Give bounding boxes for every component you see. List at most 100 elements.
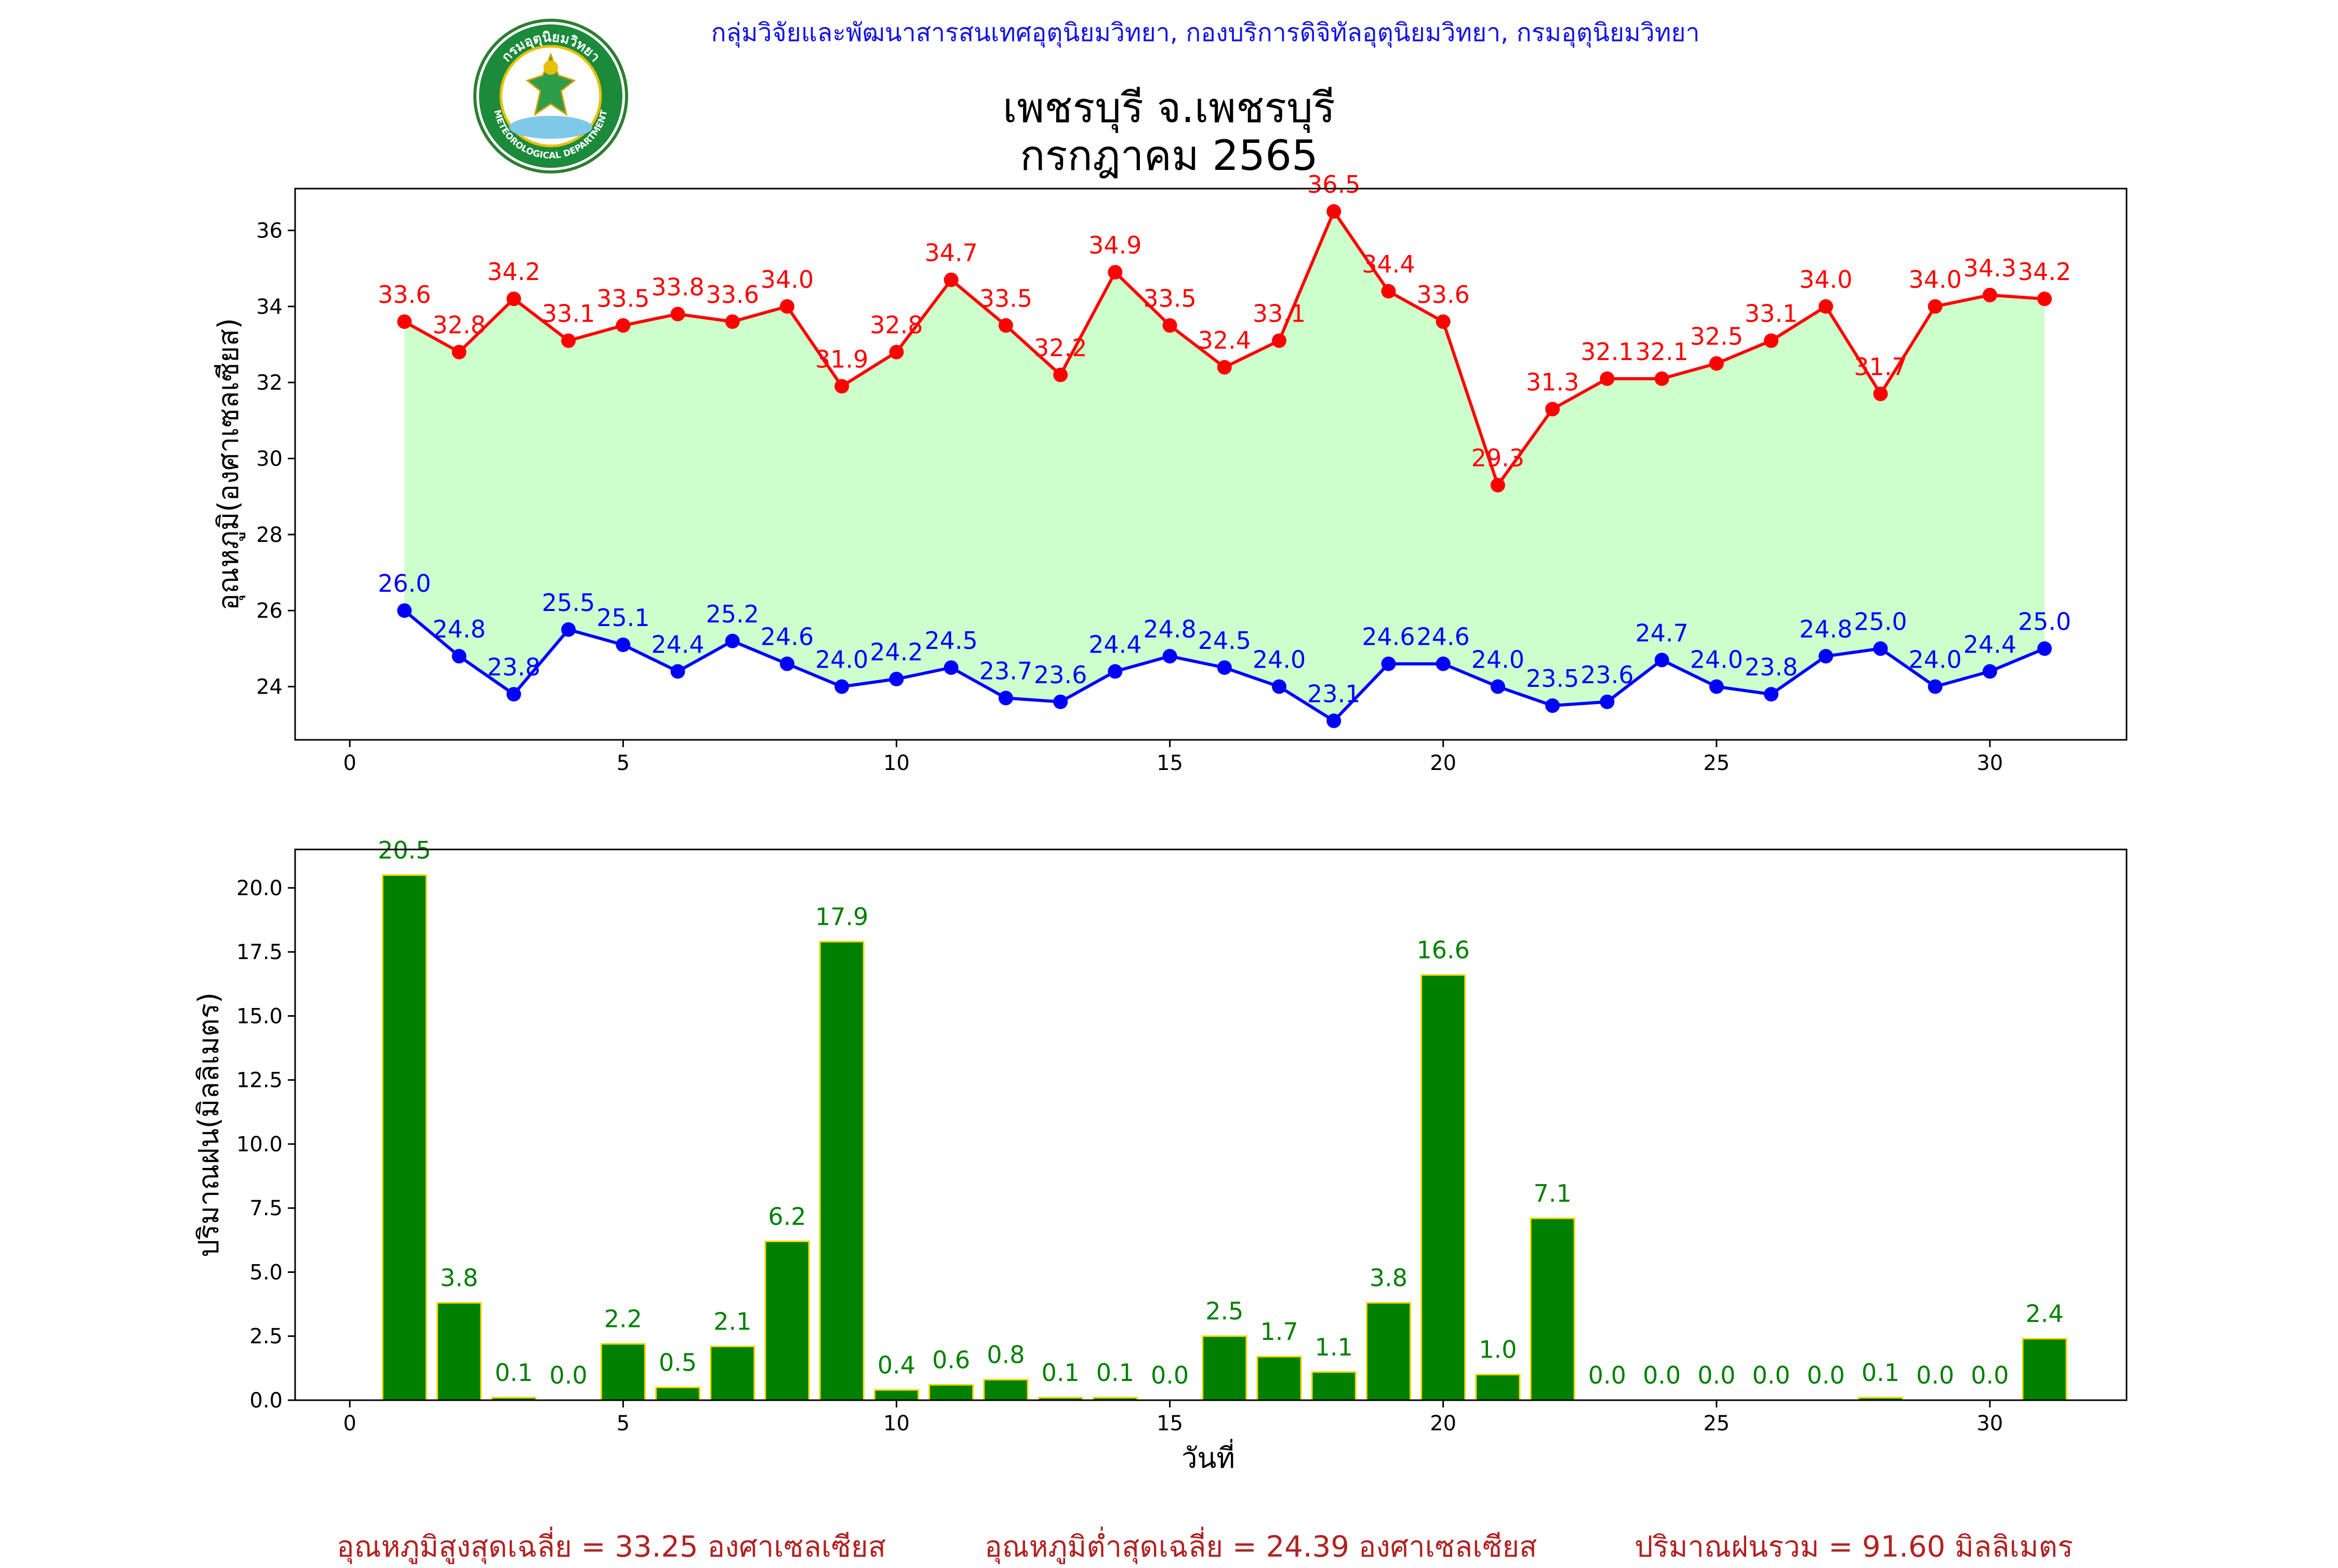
max-temp-data-label: 33.5 bbox=[596, 284, 649, 312]
rain-bar bbox=[1420, 974, 1466, 1401]
rain-y-tick-label: 12.5 bbox=[236, 1069, 283, 1093]
rain-data-label: 0.4 bbox=[878, 1351, 915, 1379]
max-temp-data-label: 33.6 bbox=[378, 281, 431, 309]
rain-bar bbox=[1475, 1374, 1521, 1401]
rain-data-label: 6.2 bbox=[768, 1202, 806, 1230]
max-temp-point bbox=[616, 318, 631, 333]
rain-bar bbox=[1202, 1335, 1247, 1401]
avg-max-temperature: อุณหภูมิสูงสุดเฉลี่ย = 33.25 องศาเซลเซีย… bbox=[337, 1530, 886, 1564]
temp-x-tick-label: 5 bbox=[617, 751, 630, 775]
max-temp-point bbox=[725, 314, 740, 329]
total-rainfall: ปริมาณฝนรวม = 91.60 มิลลิเมตร bbox=[1635, 1530, 2074, 1564]
min-temp-point bbox=[1326, 713, 1341, 728]
max-temp-data-label: 34.3 bbox=[1963, 254, 2016, 282]
min-temp-data-label: 25.0 bbox=[2018, 607, 2071, 635]
min-temp-point bbox=[1162, 649, 1177, 664]
min-temp-point bbox=[1490, 679, 1505, 694]
max-temp-data-label: 31.9 bbox=[815, 345, 868, 373]
min-temp-point bbox=[1600, 694, 1615, 709]
max-temp-point bbox=[1818, 299, 1834, 314]
max-temp-data-label: 32.1 bbox=[1580, 338, 1633, 366]
rain-x-tick-label: 20 bbox=[1430, 1412, 1456, 1436]
max-temp-data-label: 34.0 bbox=[1799, 265, 1852, 294]
min-temp-point bbox=[1873, 641, 1888, 656]
min-temp-point bbox=[1818, 649, 1834, 664]
max-temp-data-label: 32.8 bbox=[432, 311, 485, 339]
temp-x-tick-label: 15 bbox=[1157, 751, 1183, 775]
min-temp-data-label: 24.4 bbox=[651, 630, 704, 658]
min-temp-data-label: 24.7 bbox=[1635, 619, 1688, 647]
rain-bar bbox=[1365, 1302, 1412, 1401]
min-temp-data-label: 24.0 bbox=[1690, 646, 1743, 674]
rain-x-tick-label: 0 bbox=[343, 1412, 356, 1436]
rain-x-tick-label: 15 bbox=[1157, 1412, 1183, 1436]
max-temp-data-label: 32.4 bbox=[1198, 326, 1251, 354]
min-temp-data-label: 23.8 bbox=[487, 653, 540, 681]
max-temp-point bbox=[834, 379, 849, 394]
max-temp-data-label: 32.1 bbox=[1635, 338, 1688, 366]
rain-data-label: 1.7 bbox=[1260, 1318, 1298, 1346]
min-temp-data-label: 24.6 bbox=[1362, 623, 1415, 651]
rain-x-tick-label: 25 bbox=[1703, 1412, 1730, 1436]
min-temp-point bbox=[1053, 694, 1068, 709]
max-temp-data-label: 34.4 bbox=[1362, 250, 1415, 278]
rain-bar bbox=[381, 874, 428, 1401]
rain-y-tick-label: 20.0 bbox=[236, 876, 283, 900]
min-temp-point bbox=[616, 637, 631, 653]
temp-y-tick-label: 34 bbox=[256, 295, 283, 319]
rain-data-label: 1.1 bbox=[1315, 1333, 1353, 1361]
rain-data-label: 7.1 bbox=[1534, 1179, 1572, 1207]
min-temp-point bbox=[1545, 698, 1560, 713]
temp-y-tick-label: 26 bbox=[256, 599, 283, 623]
min-temp-point bbox=[2037, 641, 2052, 656]
rain-data-label: 0.5 bbox=[659, 1348, 697, 1376]
max-temp-data-label: 33.1 bbox=[1253, 300, 1306, 328]
rain-data-label: 16.6 bbox=[1416, 936, 1469, 964]
min-temp-data-label: 24.0 bbox=[1909, 646, 1962, 674]
min-temp-data-label: 26.0 bbox=[378, 569, 431, 597]
min-temp-point bbox=[670, 664, 685, 679]
temp-x-tick-label: 30 bbox=[1976, 751, 2003, 775]
min-temp-data-label: 24.8 bbox=[1799, 615, 1852, 643]
rain-data-label: 0.0 bbox=[1588, 1361, 1626, 1389]
rain-bar bbox=[2022, 1338, 2067, 1401]
rain-y-tick-label: 0.0 bbox=[249, 1389, 283, 1413]
temp-y-tick-label: 30 bbox=[256, 447, 283, 471]
max-temp-data-label: 32.2 bbox=[1034, 334, 1087, 362]
min-temp-data-label: 23.6 bbox=[1034, 661, 1087, 689]
max-temp-data-label: 33.5 bbox=[1143, 284, 1196, 312]
max-temp-point bbox=[670, 307, 685, 322]
max-temp-point bbox=[1326, 204, 1341, 219]
rain-x-tick-label: 30 bbox=[1976, 1412, 2003, 1436]
rain-x-tick-label: 10 bbox=[883, 1412, 910, 1436]
rain-bar bbox=[1256, 1356, 1302, 1401]
max-temp-point bbox=[889, 344, 904, 360]
min-temp-data-label: 24.4 bbox=[1963, 630, 2016, 658]
min-temp-point bbox=[1436, 656, 1451, 671]
rain-data-label: 0.1 bbox=[1042, 1359, 1080, 1387]
rain-data-label: 3.8 bbox=[440, 1264, 478, 1292]
tmd-logo: กรมอุตุนิยมวิทยา METEOROLOGICAL DEPARTME… bbox=[473, 19, 628, 174]
max-temp-point bbox=[1162, 318, 1177, 333]
min-temp-point bbox=[834, 679, 849, 694]
rain-bar bbox=[436, 1302, 482, 1401]
max-temp-point bbox=[1053, 367, 1068, 382]
temp-y-axis-label: อุณหภูมิ(องศาเซลเซียส) bbox=[212, 318, 246, 610]
max-temp-point bbox=[451, 344, 467, 360]
rain-bar bbox=[819, 940, 865, 1401]
rain-x-axis-label: วันที่ bbox=[1181, 1439, 1235, 1474]
organization-text: กลุ่มวิจัยและพัฒนาสารสนเทศอุตุนิยมวิทยา,… bbox=[711, 18, 1700, 47]
max-temp-point bbox=[1873, 387, 1888, 402]
temp-y-tick-label: 32 bbox=[256, 371, 283, 395]
max-temp-point bbox=[1709, 356, 1724, 371]
min-temp-point bbox=[889, 671, 904, 686]
min-temp-data-label: 24.5 bbox=[1198, 627, 1251, 655]
max-temp-data-label: 34.7 bbox=[924, 239, 977, 267]
chart-title-month: กรกฎาคม 2565 bbox=[1020, 131, 1318, 180]
max-temp-data-label: 36.5 bbox=[1307, 170, 1360, 198]
min-temp-data-label: 25.2 bbox=[706, 600, 759, 628]
rain-bar bbox=[873, 1389, 920, 1401]
max-temp-data-label: 33.6 bbox=[706, 281, 759, 309]
min-temp-point bbox=[561, 622, 576, 637]
